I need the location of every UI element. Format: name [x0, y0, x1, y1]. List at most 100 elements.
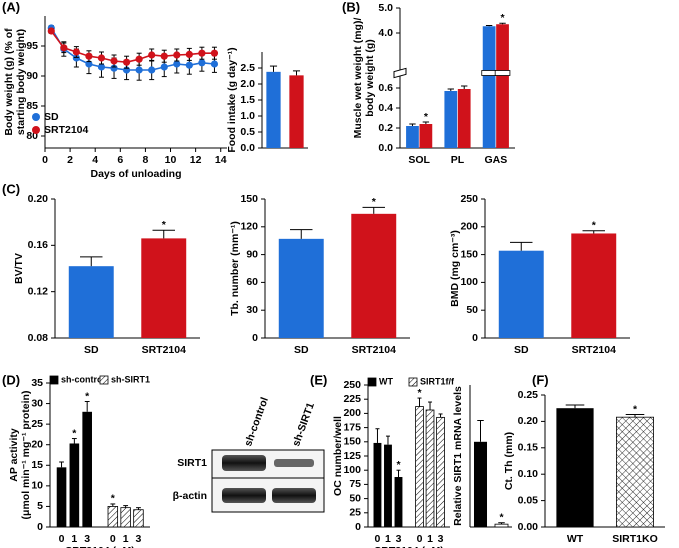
bar: [436, 416, 445, 528]
panel-label: (D): [2, 372, 20, 387]
bar: [482, 26, 496, 148]
y-tick-label: 10: [31, 480, 43, 492]
y-tick-label: 225: [343, 393, 361, 405]
x-tick-label: 12: [190, 154, 202, 166]
x-tick-label: 0: [59, 533, 65, 545]
y-tick-label: 0.08: [28, 332, 49, 344]
y-tick-label: 95: [26, 40, 38, 52]
y-axis-label: Tb. number (mm⁻¹): [229, 221, 241, 316]
y-tick-label: 0.10: [518, 468, 539, 480]
bar: [457, 89, 471, 148]
bar: [616, 416, 655, 528]
y-tick-label: 0: [355, 521, 361, 533]
significance-star: *: [85, 390, 90, 402]
bar: [494, 523, 509, 528]
bar: [556, 408, 594, 527]
y-tick-label: 0.0: [378, 142, 393, 154]
blot-row-label: β-actin: [173, 490, 207, 502]
bar: [498, 250, 544, 338]
x-tick-label: SD: [514, 344, 529, 356]
y-tick-label: 25: [349, 507, 361, 519]
y-tick-label: 90: [246, 248, 258, 260]
blot-band: [274, 459, 314, 467]
y-tick-label: 100: [460, 276, 478, 288]
y-tick-label: 50: [466, 304, 478, 316]
data-point: [148, 51, 156, 59]
bar: [69, 443, 80, 527]
panel-label: (C): [2, 181, 20, 196]
data-point: [47, 27, 55, 35]
y-tick-label: 5: [37, 500, 43, 512]
y-tick-label: 5.0: [378, 2, 393, 14]
legend-marker: [32, 113, 40, 121]
legend-label: WT: [379, 376, 393, 386]
bar: [419, 124, 433, 148]
data-point: [85, 52, 93, 60]
data-point: [148, 66, 156, 74]
y-tick-label: 0.00: [518, 521, 539, 533]
y-tick-label: 2.0: [240, 78, 255, 90]
y-tick-label: 0.16: [28, 239, 49, 251]
y-tick-label: 4.0: [378, 27, 393, 39]
bar: [571, 233, 617, 338]
y-axis-label: (μmol min⁻¹ mg⁻¹ protein): [20, 391, 32, 520]
x-tick-label: 1: [71, 533, 77, 545]
y-tick-label: 250: [343, 379, 361, 391]
y-tick-label: 150: [343, 436, 361, 448]
x-tick-label: 1: [385, 533, 391, 545]
significance-star: *: [424, 111, 429, 123]
panel-label: (B): [342, 0, 360, 14]
y-tick-label: 120: [240, 221, 258, 233]
blot-band: [222, 455, 266, 471]
y-tick-label: 0.25: [518, 389, 539, 401]
data-point: [110, 64, 118, 72]
y-tick-label: 25: [31, 418, 43, 430]
legend-label: sh-control: [61, 374, 105, 384]
y-axis-label: Relative SIRT1 mRNA levels: [452, 386, 464, 526]
y-tick-label: 0.0: [240, 142, 255, 154]
y-tick-label: 15: [31, 459, 43, 471]
x-tick-label: 1: [123, 533, 129, 545]
data-point: [210, 60, 219, 68]
data-point: [160, 52, 168, 60]
x-tick-label: 0: [417, 533, 423, 545]
y-tick-label: 90: [26, 70, 38, 82]
significance-star: *: [417, 387, 422, 399]
y-axis-label: Food intake (g day⁻¹): [226, 47, 238, 152]
legend-swatch: [367, 377, 377, 387]
significance-star: *: [372, 196, 377, 208]
significance-star: *: [500, 12, 505, 24]
bar: [133, 509, 144, 528]
x-tick-label: 0: [375, 533, 381, 545]
legend-label: SIRT1f/f: [420, 376, 455, 386]
x-tick-label: WT: [567, 533, 584, 545]
y-tick-label: 0: [37, 521, 43, 533]
bar: [496, 24, 509, 148]
bar: [394, 477, 403, 527]
y-tick-label: 85: [26, 100, 38, 112]
data-point: [135, 66, 143, 74]
y-tick-label: 0.2: [378, 122, 393, 134]
blot-lane-label: sh-SIRT1: [290, 401, 317, 448]
data-point: [185, 61, 193, 69]
data-point: [135, 55, 143, 63]
blot-lane-label: sh-control: [242, 396, 271, 448]
significance-star: *: [633, 403, 638, 415]
bar: [56, 467, 67, 527]
y-tick-label: 0.15: [518, 442, 539, 454]
x-tick-label: 3: [396, 533, 402, 545]
x-axis-label: SRT2104 (μM): [65, 545, 134, 548]
data-point: [185, 50, 193, 59]
bar-break: [494, 70, 511, 76]
bar: [141, 238, 187, 338]
x-tick-label: 0: [42, 154, 48, 166]
x-tick-label: 14: [215, 154, 227, 166]
y-tick-label: 1.0: [240, 110, 255, 122]
bar: [107, 506, 119, 528]
data-point: [72, 48, 80, 56]
blot-band: [272, 488, 316, 503]
legend-swatch: [408, 377, 418, 387]
legend-label: sh-SIRT1: [111, 374, 150, 384]
y-tick-label: 75: [349, 478, 361, 490]
